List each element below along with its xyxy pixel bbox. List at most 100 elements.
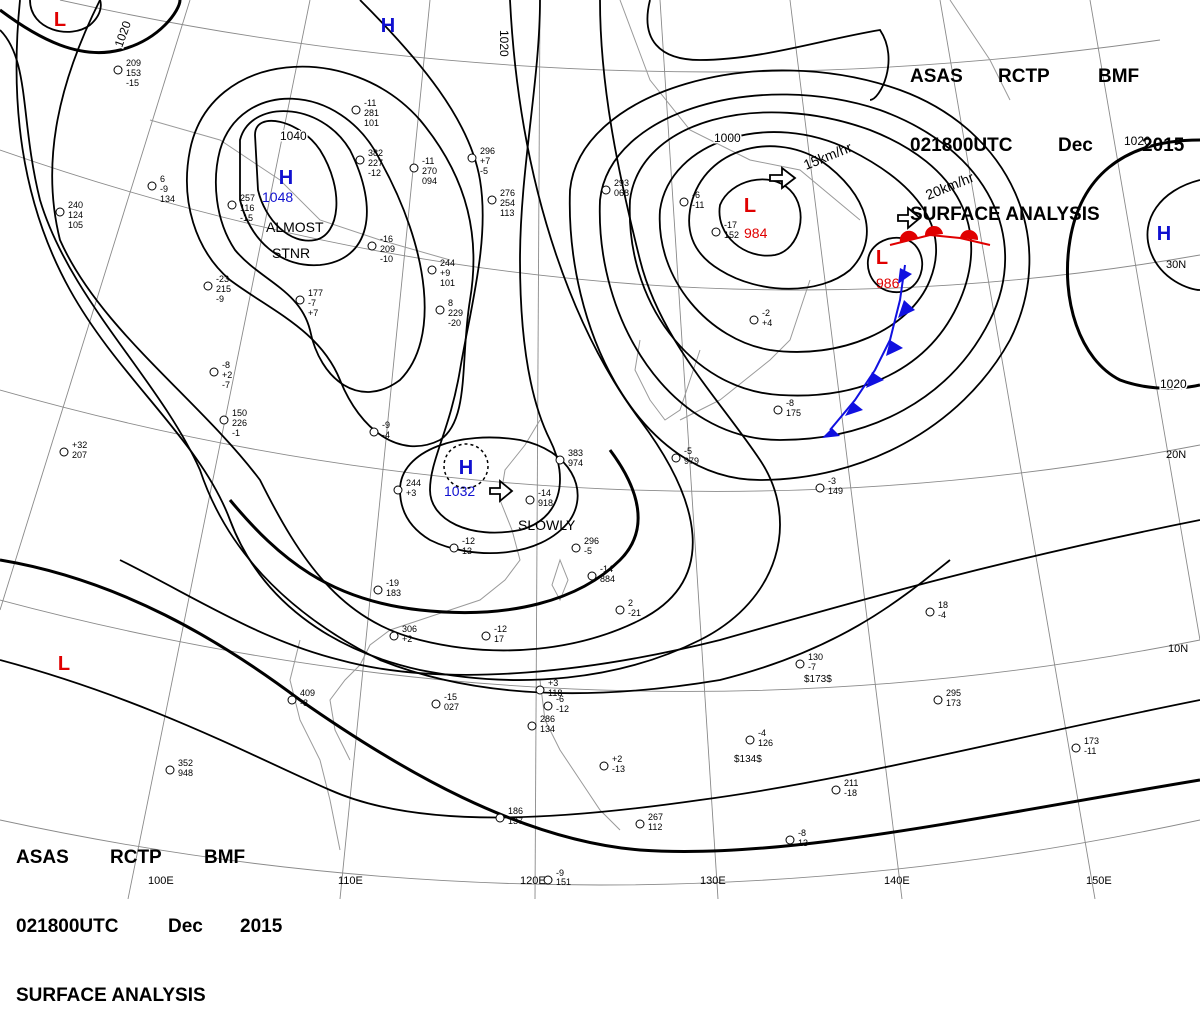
year-label: 2015 [1142, 135, 1185, 156]
station-value-label: +2 [402, 634, 412, 644]
station-circle [165, 765, 175, 775]
station-value-label: -8 [222, 360, 230, 370]
station-value-label: 094 [422, 176, 437, 186]
grid-labels: 100E 110E 120E 130E 140E 150E 30N 20N 10N [148, 259, 1188, 887]
station-value-label: -15 [126, 78, 139, 88]
isobar-l984-inner [718, 178, 802, 257]
coast-japan [679, 279, 811, 421]
station-value-label: 286 [540, 714, 555, 724]
coast-philippines [539, 679, 621, 831]
isobar-north-1020 [0, 0, 182, 55]
cold-front-tri-2 [886, 340, 903, 356]
motion-arrow-low-east [897, 206, 922, 230]
station-value-label: 137 [508, 816, 523, 826]
isobar-1040 [239, 110, 368, 267]
lon-label: 120E [520, 875, 546, 887]
station-circle [795, 659, 805, 669]
station-value-label: +9 [440, 268, 450, 278]
station-value-label: +7 [480, 156, 490, 166]
station-circle [287, 695, 297, 705]
station-value-label: -6 [692, 190, 700, 200]
isobar-l986 [867, 236, 924, 293]
station-circle [495, 813, 505, 823]
station-value-label: -20 [448, 318, 461, 328]
coast-korea [634, 339, 701, 421]
station-value-label: 17 [494, 634, 504, 644]
motion-label: ALMOST [266, 219, 324, 235]
warm-front-line [889, 233, 991, 246]
isobar-label: 1040 [280, 129, 307, 143]
station-value-label: -7 [808, 662, 816, 672]
month-label: Dec [1058, 135, 1093, 156]
year-label: 2015 [240, 916, 283, 937]
meridian-140e [789, 0, 903, 899]
station-value-label: 18 [938, 600, 948, 610]
station-value-label: -4 [382, 430, 390, 440]
station-label: RCTP [998, 66, 1050, 87]
isobar-h1048-ring5 [359, 0, 561, 534]
station-value-label: -11 [422, 156, 434, 166]
station-value-label: 068 [614, 188, 629, 198]
station-circle [393, 485, 403, 495]
station-circle [147, 181, 157, 191]
station-value-label: 13 [798, 838, 808, 848]
station-circle [785, 835, 795, 845]
station-circle [543, 875, 553, 885]
cold-front-tri-5 [822, 428, 840, 438]
station-marker-label: $173$ [804, 674, 832, 685]
station-value-label: 227 [368, 158, 383, 168]
coast-kamchatka [949, 0, 1011, 101]
station-value-label: 101 [440, 278, 455, 288]
isobar-1020-east-bold [228, 449, 640, 614]
station-value-label: -2 [762, 308, 770, 318]
station-value-label: 209 [380, 244, 395, 254]
station-circle [409, 163, 419, 173]
isobar-low-ring6 [568, 69, 1031, 481]
station-circle [487, 195, 497, 205]
station-value-label: 152 [724, 230, 739, 240]
center-symbol: L [58, 653, 70, 675]
station-label: RCTP [110, 847, 162, 868]
station-value-label: -16 [380, 234, 393, 244]
station-circle [535, 685, 545, 695]
motion-arrows [489, 166, 922, 503]
high-pressure-center: H [381, 15, 395, 37]
meridian-120e [534, 0, 541, 899]
station-value-label: 267 [648, 812, 663, 822]
station-circle [367, 241, 377, 251]
station-value-label: -21 [628, 608, 641, 618]
station-circle [711, 227, 721, 237]
isobar-1020-west [0, 558, 1200, 854]
lat-label: 30N [1166, 259, 1186, 271]
station-value-label: -9 [160, 184, 168, 194]
isobar-h1048-ring4 [186, 65, 475, 448]
station-circle [601, 185, 611, 195]
station-value-label: 240 [68, 200, 83, 210]
station-value-label: 211 [844, 778, 858, 788]
station-value-label: 244 [406, 478, 421, 488]
center-pressure-value: 984 [744, 225, 768, 241]
datetime-label: 021800UTC [910, 135, 1013, 156]
station-value-label: 2 [628, 598, 633, 608]
center-symbol: L [876, 247, 888, 269]
isobar-1020-label [0, 29, 951, 695]
station-value-label: -12 [368, 168, 381, 178]
station-circle [369, 427, 379, 437]
station-value-label: 183 [386, 588, 401, 598]
isobar-south-2 [119, 519, 1200, 676]
warm-front-semi-3 [960, 229, 979, 240]
cold-front-tri-3 [866, 372, 884, 388]
station-value-label: -4 [758, 728, 766, 738]
lon-label: 110E [338, 875, 363, 887]
isobar-south-1 [0, 659, 1200, 819]
isobar-h1048-ring3 [215, 97, 426, 393]
station-markers [55, 65, 1081, 885]
lon-label: 140E [884, 875, 910, 887]
isobar-east-1020 [1065, 138, 1200, 390]
high-1032-ring [443, 443, 489, 489]
parallel-0n [0, 819, 1200, 886]
center-pressure-value: 986 [876, 275, 900, 291]
cold-front-tri-1 [898, 300, 915, 318]
station-value-label: +2 [222, 370, 232, 380]
